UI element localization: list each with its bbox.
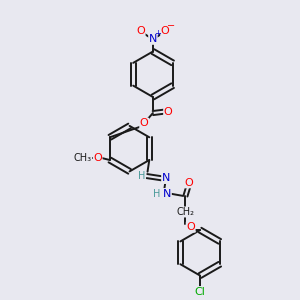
Text: O: O: [93, 153, 102, 163]
Text: −: −: [167, 21, 175, 31]
Text: CH₂: CH₂: [176, 207, 194, 217]
Text: CH₃: CH₃: [74, 153, 92, 163]
Text: H: H: [154, 189, 161, 199]
Text: O: O: [164, 106, 172, 117]
Text: N: N: [163, 189, 171, 199]
Text: O: O: [140, 118, 148, 128]
Text: O: O: [186, 222, 195, 232]
Text: O: O: [184, 178, 193, 188]
Text: N: N: [162, 173, 170, 183]
Text: O: O: [161, 26, 170, 36]
Text: H: H: [138, 171, 146, 181]
Text: N: N: [149, 34, 157, 44]
Text: +: +: [154, 29, 161, 38]
Text: O: O: [136, 26, 145, 36]
Text: Cl: Cl: [195, 286, 206, 297]
